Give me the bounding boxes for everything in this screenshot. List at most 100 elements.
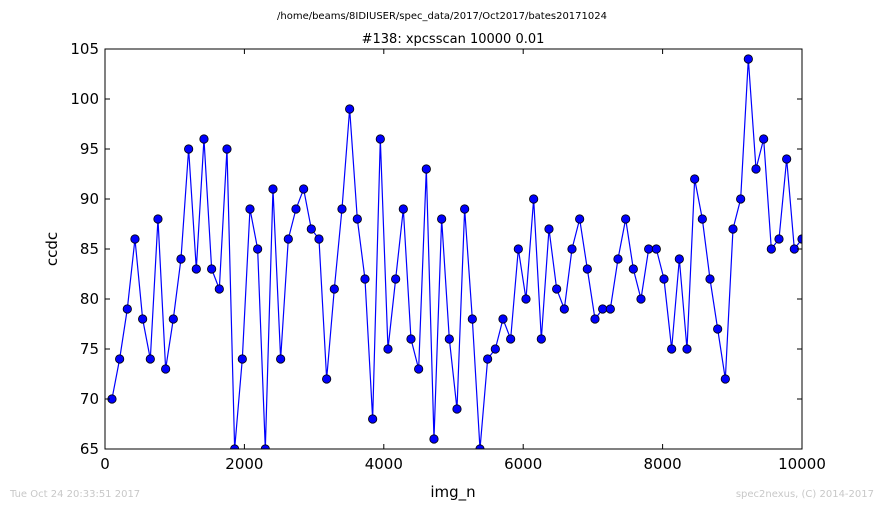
footer-timestamp: Tue Oct 24 20:33:51 2017 — [10, 489, 141, 500]
data-point — [406, 334, 416, 344]
data-point — [651, 244, 661, 254]
data-point — [644, 244, 654, 254]
data-point — [613, 254, 623, 264]
data-point — [161, 364, 171, 374]
data-point — [414, 364, 424, 374]
data-point — [628, 264, 638, 274]
data-point — [713, 324, 723, 334]
data-point — [314, 234, 324, 244]
y-tick-label: 65 — [80, 440, 99, 458]
x-tick-label: 0 — [100, 455, 110, 473]
data-point — [490, 344, 500, 354]
y-tick-label: 85 — [80, 240, 99, 258]
x-tick-label: 6000 — [504, 455, 542, 473]
data-point — [590, 314, 600, 324]
data-point — [582, 264, 592, 274]
data-point — [575, 214, 585, 224]
chart-path-title: /home/beams/8IDIUSER/spec_data/2017/Oct2… — [277, 11, 607, 22]
data-point — [253, 244, 263, 254]
y-tick-label: 80 — [80, 290, 99, 308]
data-point — [383, 344, 393, 354]
data-point — [728, 224, 738, 234]
y-tick-label: 100 — [70, 90, 99, 108]
x-axis-label: img_n — [430, 483, 475, 502]
data-point — [398, 204, 408, 214]
footer-credit: spec2nexus, (C) 2014-2017 — [735, 489, 874, 500]
data-point — [245, 204, 255, 214]
data-point — [153, 214, 163, 224]
x-axis-ticks: 0 2000 4000 6000 8000 10000 — [100, 49, 826, 473]
data-point — [306, 224, 316, 234]
y-axis-label: ccdc — [43, 232, 61, 266]
data-point — [498, 314, 508, 324]
data-point — [697, 214, 707, 224]
y-tick-label: 75 — [80, 340, 99, 358]
data-point — [736, 194, 746, 204]
data-point — [191, 264, 201, 274]
data-point — [529, 194, 539, 204]
x-tick-label: 8000 — [644, 455, 682, 473]
data-point — [429, 434, 439, 444]
data-point — [552, 284, 562, 294]
data-point — [421, 164, 431, 174]
data-point — [138, 314, 148, 324]
data-point — [452, 404, 462, 414]
data-point — [667, 344, 677, 354]
data-point — [145, 354, 155, 364]
data-point — [636, 294, 646, 304]
data-point — [720, 374, 730, 384]
data-point — [605, 304, 615, 314]
data-point — [544, 224, 554, 234]
data-point — [291, 204, 301, 214]
data-point — [268, 184, 278, 194]
plot-area — [104, 48, 803, 450]
chart-title: #138: xpcsscan 10000 0.01 — [362, 32, 545, 47]
data-point — [130, 234, 140, 244]
data-point — [705, 274, 715, 284]
data-point — [766, 244, 776, 254]
data-point — [283, 234, 293, 244]
data-point — [521, 294, 531, 304]
data-point — [513, 244, 523, 254]
data-point — [559, 304, 569, 314]
data-point — [199, 134, 209, 144]
data-point — [168, 314, 178, 324]
data-point — [682, 344, 692, 354]
data-point — [743, 54, 753, 64]
y-tick-label: 90 — [80, 190, 99, 208]
data-point — [483, 354, 493, 364]
data-point — [598, 304, 608, 314]
data-point — [276, 354, 286, 364]
data-point — [368, 414, 378, 424]
data-point — [322, 374, 332, 384]
x-tick-label: 2000 — [225, 455, 263, 473]
y-tick-label: 95 — [80, 140, 99, 158]
data-point — [329, 284, 339, 294]
axes-frame — [104, 48, 803, 450]
data-point — [360, 274, 370, 284]
data-point — [621, 214, 631, 224]
x-tick-label: 4000 — [365, 455, 403, 473]
data-point — [460, 204, 470, 214]
data-point — [567, 244, 577, 254]
x-tick-label: 10000 — [778, 455, 826, 473]
y-tick-label: 70 — [80, 390, 99, 408]
data-point — [444, 334, 454, 344]
data-point — [782, 154, 792, 164]
y-tick-label: 105 — [70, 40, 99, 58]
data-point — [437, 214, 447, 224]
data-point — [774, 234, 784, 244]
y-axis-ticks: 65 70 75 80 85 90 95 100 105 — [70, 40, 802, 458]
data-point — [337, 204, 347, 214]
data-point — [352, 214, 362, 224]
series-line — [111, 58, 802, 449]
data-point — [176, 254, 186, 264]
data-point — [674, 254, 684, 264]
data-point — [345, 104, 355, 114]
data-point — [115, 354, 125, 364]
data-point — [536, 334, 546, 344]
data-layer — [107, 54, 802, 449]
data-point — [214, 284, 224, 294]
data-point — [467, 314, 477, 324]
